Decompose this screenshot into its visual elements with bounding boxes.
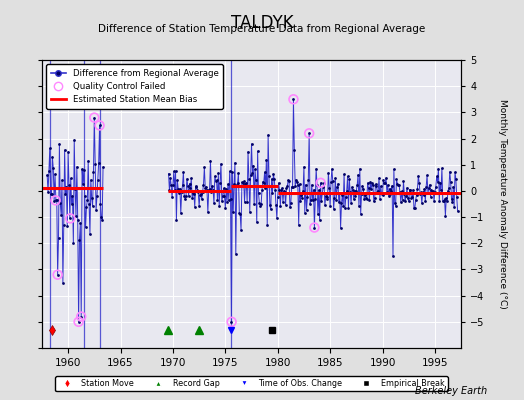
Point [305,130,313,136]
Point [77,313,85,320]
Y-axis label: Monthly Temperature Anomaly Difference (°C): Monthly Temperature Anomaly Difference (… [498,99,507,309]
Point [227,319,236,325]
Point [90,114,99,121]
Point [66,215,74,222]
Point [310,224,319,231]
Text: Berkeley Earth: Berkeley Earth [415,386,487,396]
Point [316,180,325,186]
Text: Difference of Station Temperature Data from Regional Average: Difference of Station Temperature Data f… [99,24,425,34]
Point [51,197,60,204]
Legend: Station Move, Record Gap, Time of Obs. Change, Empirical Break: Station Move, Record Gap, Time of Obs. C… [56,376,447,392]
Point [289,96,298,102]
Point [53,272,62,278]
Point [74,319,83,325]
Text: TALDYK: TALDYK [231,14,293,32]
Point [95,122,104,129]
